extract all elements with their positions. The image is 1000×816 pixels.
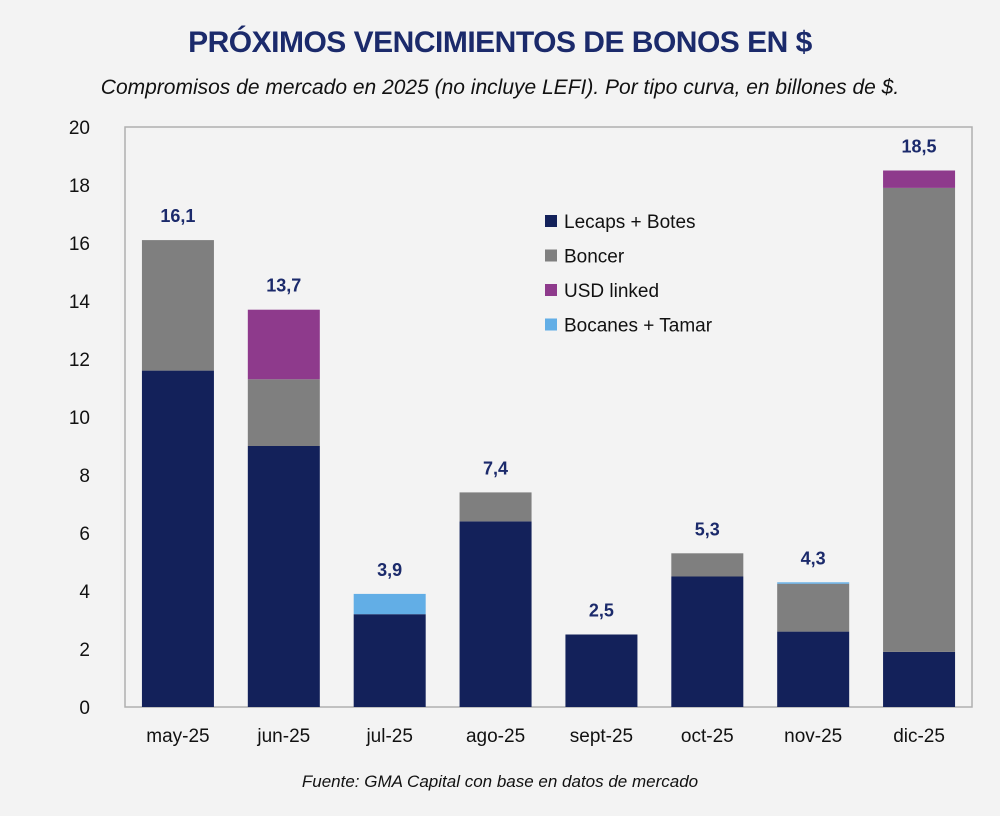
y-tick-label: 8 (79, 466, 90, 487)
legend-label: USD linked (564, 281, 659, 302)
chart-source: Fuente: GMA Capital con base en datos de… (301, 772, 699, 791)
bar-segment-boncer (141, 240, 214, 371)
legend-label: Lecaps + Botes (564, 212, 696, 233)
bar-segment-bocanes-tamar (777, 582, 850, 584)
y-tick-label: 2 (79, 640, 90, 661)
bar-segment-lecaps-botes (883, 651, 956, 707)
x-tick-label: jun-25 (256, 726, 310, 747)
total-data-label: 18,5 (902, 137, 937, 157)
legend-swatch (545, 284, 557, 296)
bar-segment-boncer (777, 583, 850, 632)
y-tick-label: 4 (79, 582, 90, 603)
y-tick-label: 14 (69, 292, 91, 313)
legend-label: Bocanes + Tamar (564, 316, 713, 337)
total-data-label: 16,1 (160, 206, 195, 226)
y-tick-label: 6 (79, 524, 90, 545)
bar-segment-lecaps-botes (353, 614, 426, 707)
legend-swatch (545, 318, 557, 331)
bar-segment-boncer (883, 187, 956, 652)
x-tick-label: jul-25 (365, 726, 412, 747)
x-tick-label: sept-25 (570, 726, 633, 747)
chart-title: PRÓXIMOS VENCIMIENTOS DE BONOS EN $ (188, 26, 812, 59)
legend-swatch (545, 249, 557, 262)
bar-segment-usd-linked (883, 170, 956, 188)
y-tick-label: 0 (79, 698, 90, 719)
x-tick-label: ago-25 (466, 726, 525, 747)
x-tick-label: nov-25 (784, 726, 842, 747)
bar-segment-bocanes-tamar (353, 593, 426, 615)
total-data-label: 13,7 (266, 276, 301, 296)
y-tick-label: 18 (69, 176, 90, 197)
total-data-label: 3,9 (377, 560, 402, 580)
plot-area (124, 126, 973, 708)
bar-segment-lecaps-botes (141, 370, 214, 707)
legend-swatch (545, 215, 557, 227)
x-tick-label: may-25 (146, 726, 209, 747)
x-tick-label: dic-25 (893, 726, 945, 747)
x-tick-label: oct-25 (681, 726, 734, 747)
bar-segment-lecaps-botes (671, 576, 744, 707)
y-tick-label: 12 (69, 350, 90, 371)
total-data-label: 7,4 (483, 458, 508, 478)
total-data-label: 5,3 (695, 519, 720, 539)
y-tick-label: 20 (69, 118, 90, 139)
bar-segment-boncer (671, 553, 744, 577)
bar-segment-usd-linked (247, 309, 320, 380)
bar-segment-lecaps-botes (565, 634, 638, 707)
total-data-label: 2,5 (589, 601, 614, 621)
total-data-label: 4,3 (801, 548, 826, 568)
chart-subtitle: Compromisos de mercado en 2025 (no inclu… (100, 76, 900, 99)
bar-segment-boncer (459, 492, 532, 522)
y-tick-label: 16 (69, 234, 90, 255)
bar-segment-boncer (247, 379, 320, 446)
bar-segment-lecaps-botes (247, 446, 320, 707)
bar-segment-lecaps-botes (777, 631, 850, 707)
y-tick-label: 10 (69, 408, 90, 429)
bar-segment-lecaps-botes (459, 521, 532, 707)
legend-label: Boncer (564, 247, 625, 268)
